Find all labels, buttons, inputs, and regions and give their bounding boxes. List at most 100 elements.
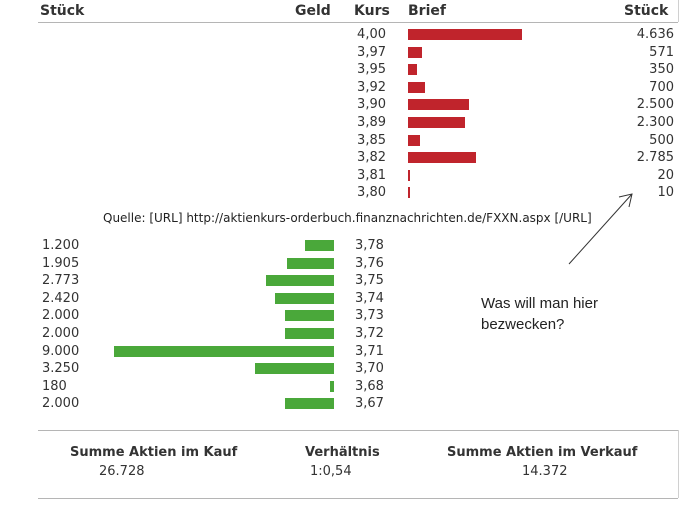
buy-price: 3,68 xyxy=(355,378,384,394)
buy-volume-bar xyxy=(266,275,334,287)
sell-volume-bar xyxy=(408,64,417,76)
buy-price: 3,75 xyxy=(355,273,384,289)
sell-quantity: 350 xyxy=(649,62,674,78)
sell-row: 3,82 2.785 xyxy=(0,149,687,166)
buy-price: 3,76 xyxy=(355,255,384,271)
sell-volume-bar xyxy=(408,46,422,58)
buy-volume-bar xyxy=(285,310,334,322)
buy-quantity: 2.000 xyxy=(42,326,80,341)
source-line: Quelle: [URL] http://aktienkurs-orderbuc… xyxy=(103,211,592,225)
summary-right-border xyxy=(678,430,679,498)
sell-row: 4,00 4.636 xyxy=(0,26,687,43)
header-stueck-left: Stück xyxy=(40,3,85,19)
buy-volume-bar xyxy=(285,398,334,410)
annotation-arrow xyxy=(568,193,633,265)
summary-ratio-value: 1:0,54 xyxy=(310,464,352,479)
sell-quantity: 2.785 xyxy=(636,150,674,166)
buy-volume-bar xyxy=(114,345,334,357)
buy-volume-bar xyxy=(275,292,334,304)
buy-price: 3,73 xyxy=(355,308,384,324)
buy-row: 2.773 3,75 xyxy=(0,272,687,289)
sell-row: 3,80 10 xyxy=(0,184,687,201)
buy-volume-bar xyxy=(255,363,334,375)
sell-row: 3,92 700 xyxy=(0,79,687,96)
buy-row: 2.000 3,72 xyxy=(0,325,687,342)
buy-price: 3,71 xyxy=(355,343,384,359)
sell-volume-bar xyxy=(408,81,425,93)
buy-price: 3,78 xyxy=(355,238,384,253)
summary-buy-label: Summe Aktien im Kauf xyxy=(70,445,238,460)
summary-bottom-divider xyxy=(38,498,678,499)
sell-volume-bar xyxy=(408,99,469,111)
summary-ratio-label: Verhältnis xyxy=(305,445,380,460)
buy-row: 2.000 3,73 xyxy=(0,307,687,324)
sell-price: 3,92 xyxy=(357,79,386,95)
sell-volume-bar xyxy=(408,152,476,164)
sell-quantity: 4.636 xyxy=(636,27,674,42)
sell-row: 3,81 20 xyxy=(0,167,687,184)
sell-volume-bar xyxy=(408,187,410,199)
buy-row: 3.250 3,70 xyxy=(0,360,687,377)
sell-quantity: 571 xyxy=(649,44,674,60)
buy-price: 3,72 xyxy=(355,326,384,341)
buy-quantity: 180 xyxy=(42,378,67,394)
header-right-border xyxy=(678,0,679,22)
sell-price: 3,85 xyxy=(357,132,386,148)
sell-price: 3,90 xyxy=(357,97,386,113)
sell-row: 3,85 500 xyxy=(0,132,687,149)
buy-row: 1.200 3,78 xyxy=(0,237,687,254)
sell-price: 3,95 xyxy=(357,62,386,78)
sell-volume-bar xyxy=(408,29,522,40)
buy-quantity: 2.000 xyxy=(42,308,80,324)
sell-row: 3,97 571 xyxy=(0,44,687,61)
header-geld: Geld xyxy=(295,3,331,19)
sell-price: 3,81 xyxy=(357,167,386,183)
sell-row: 3,95 350 xyxy=(0,61,687,78)
buy-volume-bar xyxy=(287,257,334,269)
sell-quantity: 20 xyxy=(657,167,674,183)
annotation-line-2: bezwecken? xyxy=(481,316,565,333)
sell-quantity: 700 xyxy=(649,79,674,95)
buy-price: 3,74 xyxy=(355,290,384,306)
annotation-line-1: Was will man hier xyxy=(481,295,598,312)
buy-quantity: 2.000 xyxy=(42,396,80,412)
buy-row: 9.000 3,71 xyxy=(0,343,687,360)
buy-row: 2.000 3,67 xyxy=(0,395,687,412)
buy-quantity: 9.000 xyxy=(42,343,80,359)
sell-price: 3,97 xyxy=(357,44,386,60)
header-brief: Brief xyxy=(408,3,446,19)
sell-quantity: 2.300 xyxy=(636,115,674,130)
sell-volume-bar xyxy=(408,169,410,181)
sell-price: 3,82 xyxy=(357,150,386,166)
sell-price: 3,89 xyxy=(357,115,386,130)
buy-row: 2.420 3,74 xyxy=(0,290,687,307)
buy-quantity: 2.420 xyxy=(42,290,80,306)
sell-quantity: 2.500 xyxy=(636,97,674,113)
annotation-text: Was will man hier bezwecken? xyxy=(481,293,598,335)
buy-volume-bar xyxy=(330,380,334,392)
summary-top-divider xyxy=(38,430,678,431)
header-kurs: Kurs xyxy=(354,3,390,19)
header-stueck-right: Stück xyxy=(624,3,669,19)
summary-sell-value: 14.372 xyxy=(522,464,568,479)
buy-volume-bar xyxy=(285,328,334,339)
sell-quantity: 10 xyxy=(657,185,674,201)
sell-price: 3,80 xyxy=(357,185,386,201)
sell-price: 4,00 xyxy=(357,27,386,42)
sell-quantity: 500 xyxy=(649,132,674,148)
buy-quantity: 3.250 xyxy=(42,361,80,377)
buy-price: 3,70 xyxy=(355,361,384,377)
buy-quantity: 2.773 xyxy=(42,273,80,289)
buy-quantity: 1.905 xyxy=(42,255,80,271)
buy-price: 3,67 xyxy=(355,396,384,412)
summary-buy-value: 26.728 xyxy=(99,464,145,479)
header-divider xyxy=(38,22,678,23)
summary-sell-label: Summe Aktien im Verkauf xyxy=(447,445,638,460)
buy-row: 1.905 3,76 xyxy=(0,255,687,272)
sell-row: 3,90 2.500 xyxy=(0,96,687,113)
buy-row: 180 3,68 xyxy=(0,378,687,395)
sell-row: 3,89 2.300 xyxy=(0,114,687,131)
buy-volume-bar xyxy=(305,240,334,251)
buy-quantity: 1.200 xyxy=(42,238,80,253)
sell-volume-bar xyxy=(408,117,465,128)
